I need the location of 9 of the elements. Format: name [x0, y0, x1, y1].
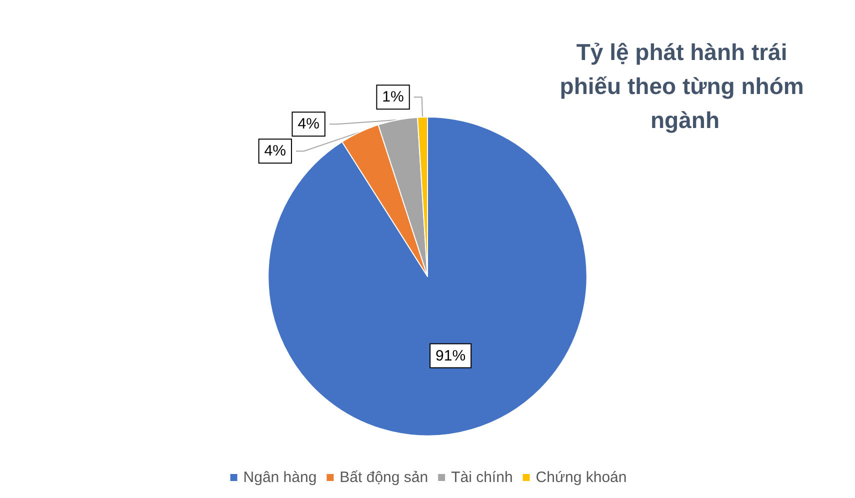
data-label: 91%: [436, 347, 466, 364]
text: Tỷ lệ phát hành trái phiếu theo từng nhóm ngành: [560, 39, 810, 133]
legend-label: Chứng khoán: [536, 469, 627, 486]
data-label: 4%: [298, 116, 320, 133]
legend-label: Tài chính: [451, 469, 513, 486]
legend-label: Bất động sản: [340, 469, 428, 486]
data-label: 4%: [264, 142, 286, 160]
data-label: 1%: [382, 88, 404, 106]
legend-label: Ngân hàng: [243, 469, 317, 486]
